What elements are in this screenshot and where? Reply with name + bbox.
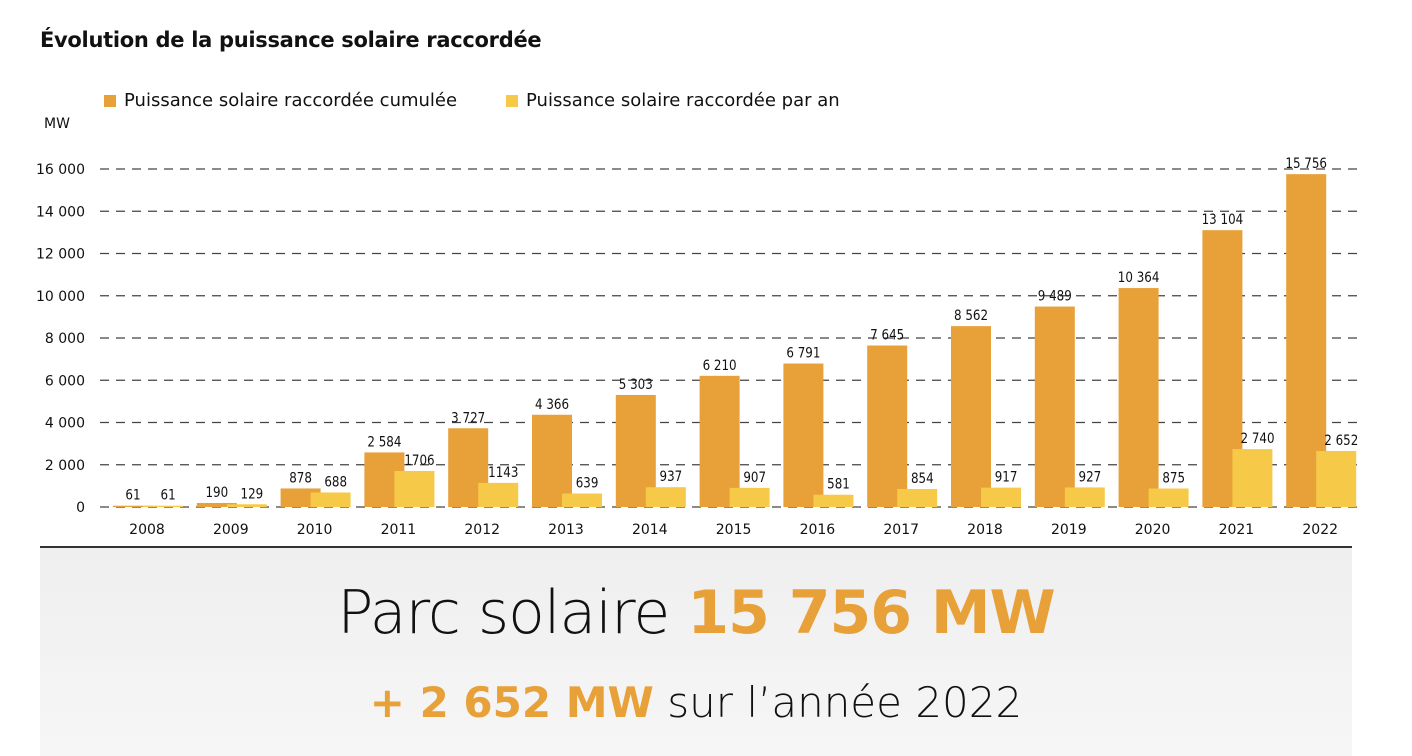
yearly-increase: + 2 652 MW bbox=[369, 678, 654, 727]
x-tick-label: 2012 bbox=[464, 522, 500, 538]
bar-yearly-2018 bbox=[981, 487, 1021, 507]
x-tick-label: 2013 bbox=[548, 522, 584, 538]
legend-label: Puissance solaire raccordée par an bbox=[526, 90, 840, 111]
y-tick-label: 6 000 bbox=[45, 373, 85, 389]
data-label: 2 740 bbox=[1240, 431, 1274, 447]
x-tick-label: 2010 bbox=[297, 522, 333, 538]
legend-swatch bbox=[104, 94, 116, 107]
x-tick-label: 2020 bbox=[1135, 522, 1171, 538]
data-label: 7 645 bbox=[870, 328, 904, 344]
x-tick-label: 2009 bbox=[213, 522, 249, 538]
x-tick-label: 2014 bbox=[632, 522, 668, 538]
data-label: 3 727 bbox=[451, 410, 485, 426]
bar-yearly-2022 bbox=[1316, 450, 1357, 507]
y-tick-label: 14 000 bbox=[36, 204, 85, 220]
data-label: 639 bbox=[576, 476, 599, 492]
y-tick-label: 4 000 bbox=[45, 416, 85, 432]
y-tick-label: 8 000 bbox=[45, 331, 85, 347]
x-tick-label: 2017 bbox=[883, 522, 919, 538]
bar-cumulative-2017 bbox=[867, 345, 908, 507]
bar-yearly-2019 bbox=[1064, 487, 1105, 507]
data-label: 4 366 bbox=[535, 397, 569, 413]
y-tick-label: 2 000 bbox=[45, 458, 85, 474]
x-tick-label: 2016 bbox=[800, 522, 836, 538]
bar-cumulative-2015 bbox=[699, 375, 740, 507]
data-label: 190 bbox=[205, 485, 228, 501]
x-tick-label: 2018 bbox=[967, 522, 1003, 538]
bar-yearly-2020 bbox=[1148, 488, 1189, 507]
data-label: 6 210 bbox=[703, 358, 737, 374]
legend-item-yearly: Puissance solaire raccordée par an bbox=[506, 90, 840, 111]
data-label: 129 bbox=[241, 486, 264, 502]
data-label: 878 bbox=[289, 471, 312, 487]
bar-yearly-2014 bbox=[645, 487, 686, 507]
summary-line-1: Parc solaire 15 756 MW bbox=[40, 578, 1352, 648]
bar-cumulative-2013 bbox=[532, 414, 572, 507]
bar-yearly-2009 bbox=[226, 504, 267, 507]
bar-yearly-2011 bbox=[394, 470, 435, 507]
y-tick-label: 10 000 bbox=[36, 289, 85, 305]
bar-yearly-2010 bbox=[310, 492, 351, 507]
legend-label: Puissance solaire raccordée cumulée bbox=[124, 90, 458, 111]
bar-yearly-2015 bbox=[729, 487, 770, 507]
y-tick-label: 0 bbox=[76, 500, 85, 516]
data-label: 61 bbox=[125, 488, 140, 504]
x-tick-label: 2008 bbox=[129, 522, 165, 538]
data-label: 854 bbox=[911, 471, 934, 487]
data-label: 6 791 bbox=[786, 346, 820, 362]
data-label: 9 489 bbox=[1038, 289, 1072, 305]
x-tick-label: 2019 bbox=[1051, 522, 1087, 538]
bar-cumulative-2009 bbox=[196, 502, 237, 507]
data-label: 8 562 bbox=[954, 308, 988, 324]
summary-panel: Parc solaire 15 756 MW + 2 652 MW sur l’… bbox=[40, 546, 1352, 756]
summary-line-2: + 2 652 MW sur l’année 2022 bbox=[40, 678, 1352, 727]
data-label: 917 bbox=[995, 470, 1018, 486]
bar-cumulative-2008 bbox=[113, 505, 153, 507]
data-label: 1706 bbox=[404, 453, 434, 469]
data-label: 10 364 bbox=[1118, 270, 1160, 286]
data-label: 1143 bbox=[488, 465, 518, 481]
bar-cumulative-2018 bbox=[951, 326, 991, 507]
data-label: 907 bbox=[743, 470, 766, 486]
data-label: 927 bbox=[1079, 470, 1102, 486]
legend-item-cumulative: Puissance solaire raccordée cumulée bbox=[104, 90, 457, 111]
data-label: 937 bbox=[660, 469, 683, 485]
bar-yearly-2021 bbox=[1232, 449, 1273, 507]
data-label: 581 bbox=[827, 477, 850, 493]
data-label: 2 652 bbox=[1324, 433, 1358, 449]
chart-title: Évolution de la puissance solaire raccor… bbox=[40, 28, 542, 52]
bar-yearly-2017 bbox=[897, 488, 938, 507]
data-label: 15 756 bbox=[1285, 156, 1327, 172]
bar-yearly-2016 bbox=[813, 494, 854, 507]
x-tick-label: 2011 bbox=[381, 522, 417, 538]
bar-yearly-2008 bbox=[143, 505, 183, 507]
x-tick-label: 2022 bbox=[1302, 522, 1338, 538]
bar-cumulative-2019 bbox=[1034, 306, 1075, 507]
bar-yearly-2012 bbox=[478, 482, 519, 507]
data-label: 2 584 bbox=[367, 435, 401, 451]
bar-cumulative-2020 bbox=[1118, 288, 1159, 507]
total-capacity: 15 756 MW bbox=[687, 578, 1055, 648]
data-label: 875 bbox=[1162, 471, 1185, 487]
bar-chart: 0 2 000 4 000 6 000 8 000 10 000 12 000 14 000 1… bbox=[36, 156, 1362, 538]
data-label: 5 303 bbox=[619, 377, 653, 393]
data-label: 688 bbox=[324, 475, 347, 491]
legend-swatch bbox=[506, 94, 518, 107]
bar-cumulative-2016 bbox=[783, 363, 824, 507]
y-tick-label: 16 000 bbox=[36, 162, 85, 178]
y-axis-unit: MW bbox=[44, 116, 70, 132]
y-tick-label: 12 000 bbox=[36, 247, 85, 263]
x-tick-label: 2021 bbox=[1219, 522, 1255, 538]
data-label: 13 104 bbox=[1202, 212, 1244, 228]
summary-text: sur l’année 2022 bbox=[653, 678, 1023, 727]
bar-yearly-2013 bbox=[562, 493, 602, 507]
summary-text: Parc solaire bbox=[337, 578, 688, 648]
x-tick-label: 2015 bbox=[716, 522, 752, 538]
data-label: 61 bbox=[161, 488, 176, 504]
